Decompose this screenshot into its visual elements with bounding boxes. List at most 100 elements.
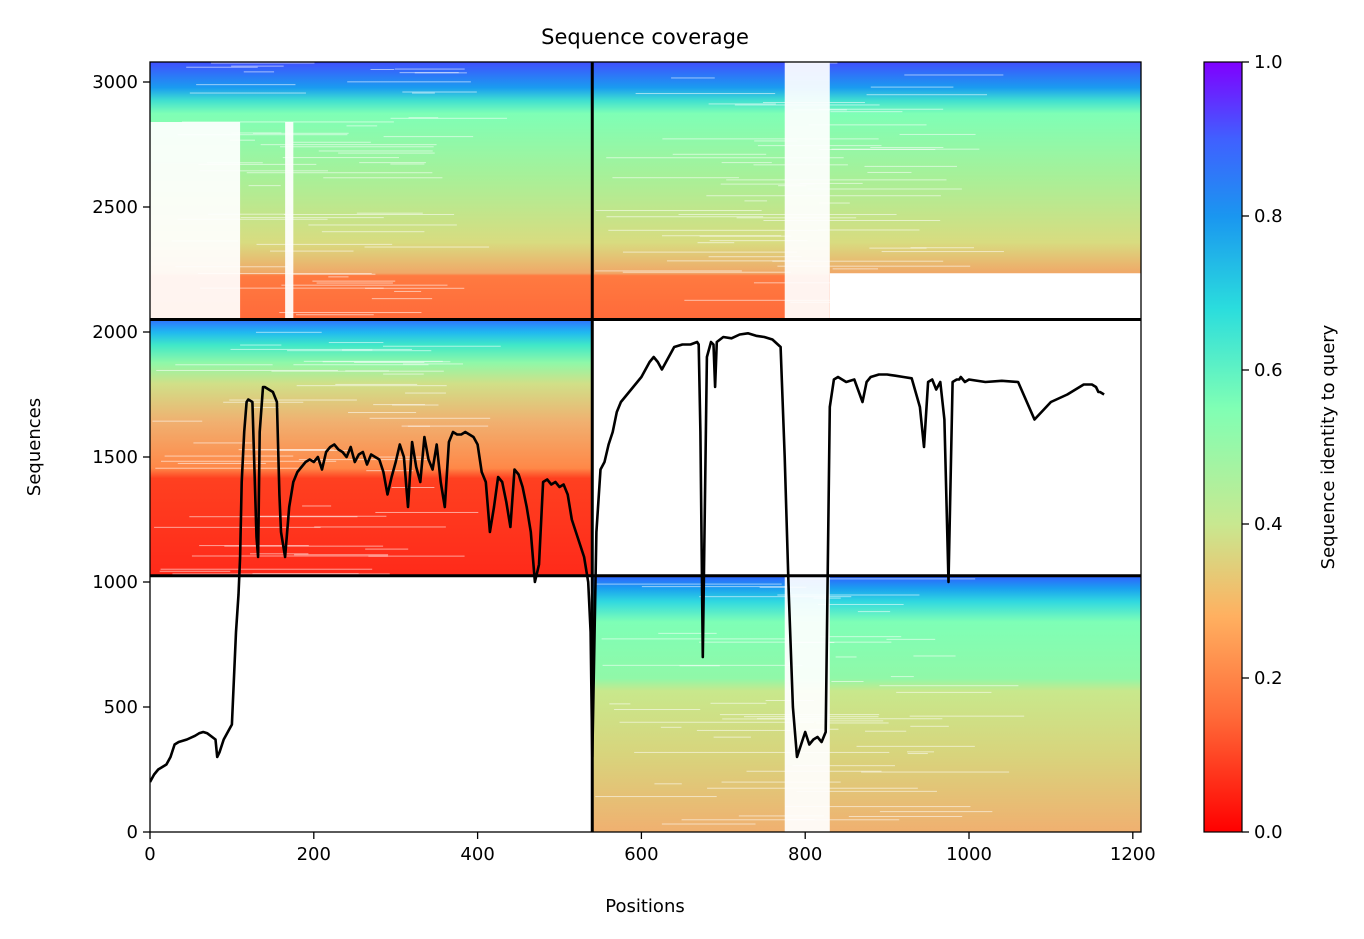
coverage-streak bbox=[251, 406, 279, 408]
x-tick-label: 600 bbox=[624, 844, 658, 865]
chart-title: Sequence coverage bbox=[541, 25, 749, 49]
coverage-streak bbox=[641, 586, 787, 588]
coverage-streak bbox=[910, 725, 949, 727]
coverage-streak bbox=[831, 148, 980, 150]
coverage-streak bbox=[383, 136, 474, 138]
plot-area bbox=[150, 62, 1141, 832]
coverage-streak bbox=[312, 280, 396, 282]
colorbar-tick-label: 0.8 bbox=[1254, 206, 1283, 227]
coverage-streak bbox=[830, 111, 903, 113]
coverage-streak bbox=[181, 121, 394, 123]
coverage-gap bbox=[285, 122, 294, 320]
coverage-streak bbox=[364, 246, 490, 248]
coverage-streak bbox=[595, 270, 742, 272]
coverage-streak bbox=[777, 594, 920, 596]
coverage-block bbox=[592, 62, 1141, 320]
coverage-streak bbox=[594, 583, 782, 585]
coverage-streak bbox=[189, 516, 358, 518]
coverage-streak bbox=[719, 714, 880, 716]
y-tick-label: 1500 bbox=[92, 447, 138, 468]
coverage-streak bbox=[240, 344, 282, 346]
coverage-streak bbox=[246, 172, 433, 174]
coverage-streak bbox=[175, 266, 288, 268]
coverage-streak bbox=[612, 177, 739, 179]
coverage-streak bbox=[177, 218, 328, 220]
coverage-streak bbox=[778, 185, 807, 187]
coverage-streak bbox=[661, 823, 756, 825]
coverage-streak bbox=[356, 212, 423, 214]
colorbar-label: Sequence identity to query bbox=[1318, 324, 1339, 569]
coverage-streak bbox=[359, 162, 426, 164]
coverage-streak bbox=[156, 369, 338, 371]
coverage-streak bbox=[622, 271, 791, 273]
coverage-streak bbox=[886, 638, 936, 640]
coverage-gap bbox=[784, 62, 830, 320]
coverage-streak bbox=[408, 117, 439, 119]
coverage-streak bbox=[809, 728, 839, 730]
coverage-streak bbox=[869, 247, 927, 249]
coverage-streak bbox=[287, 350, 432, 352]
coverage-streak bbox=[276, 449, 335, 451]
coverage-streak bbox=[595, 796, 717, 798]
coverage-streak bbox=[899, 133, 976, 135]
coverage-streak bbox=[635, 93, 776, 95]
coverage-streak bbox=[338, 152, 435, 154]
coverage-streak bbox=[164, 455, 294, 457]
coverage-streak bbox=[298, 459, 429, 461]
coverage-streak bbox=[346, 125, 378, 127]
coverage-streak bbox=[792, 720, 884, 722]
coverage-streak bbox=[154, 526, 321, 528]
coverage-streak bbox=[399, 72, 459, 74]
coverage-streak bbox=[790, 642, 835, 644]
coverage-streak bbox=[160, 460, 337, 462]
coverage-streak bbox=[658, 632, 717, 634]
coverage-streak bbox=[152, 420, 203, 422]
coverage-streak bbox=[354, 361, 425, 363]
coverage-streak bbox=[793, 109, 847, 111]
coverage-streak bbox=[321, 231, 425, 233]
coverage-streak bbox=[394, 290, 422, 292]
coverage-streak bbox=[270, 250, 354, 252]
coverage-streak bbox=[283, 213, 455, 215]
coverage-streak bbox=[316, 282, 393, 284]
coverage-streak bbox=[271, 370, 444, 372]
coverage-streak bbox=[909, 715, 1025, 717]
coverage-streak bbox=[606, 157, 844, 159]
x-tick-label: 800 bbox=[788, 844, 822, 865]
coverage-streak bbox=[753, 282, 926, 284]
x-tick-label: 1000 bbox=[946, 844, 992, 865]
coverage-streak bbox=[323, 177, 443, 179]
x-tick-label: 400 bbox=[460, 844, 494, 865]
coverage-streak bbox=[318, 150, 433, 152]
coverage-streak bbox=[754, 140, 798, 142]
coverage-streak bbox=[392, 404, 439, 406]
coverage-streak bbox=[391, 487, 435, 489]
coverage-streak bbox=[861, 771, 1010, 773]
coverage-streak bbox=[785, 806, 971, 808]
coverage-streak bbox=[870, 86, 954, 88]
coverage-streak bbox=[231, 65, 284, 67]
coverage-streak bbox=[678, 214, 897, 216]
coverage-streak bbox=[240, 217, 384, 219]
coverage-streak bbox=[308, 224, 457, 226]
y-axis-label: Sequences bbox=[24, 398, 45, 496]
coverage-blocks bbox=[150, 62, 1141, 832]
coverage-streak bbox=[772, 260, 944, 262]
coverage-streak bbox=[186, 66, 258, 68]
coverage-streak bbox=[787, 818, 815, 820]
coverage-streak bbox=[394, 68, 465, 70]
coverage-streak bbox=[193, 442, 252, 444]
coverage-streak bbox=[913, 655, 956, 657]
coverage-streak bbox=[296, 314, 374, 316]
coverage-streak bbox=[230, 348, 412, 350]
coverage-streak bbox=[796, 790, 937, 792]
coverage-streak bbox=[302, 505, 332, 507]
colorbar-tick-label: 0.4 bbox=[1254, 514, 1283, 535]
coverage-streak bbox=[867, 171, 912, 173]
coverage-streak bbox=[660, 726, 682, 728]
coverage-streak bbox=[671, 77, 715, 79]
x-tick-label: 200 bbox=[297, 844, 331, 865]
x-axis-label: Positions bbox=[605, 896, 684, 917]
coverage-streak bbox=[622, 251, 798, 253]
coverage-streak bbox=[328, 276, 349, 278]
